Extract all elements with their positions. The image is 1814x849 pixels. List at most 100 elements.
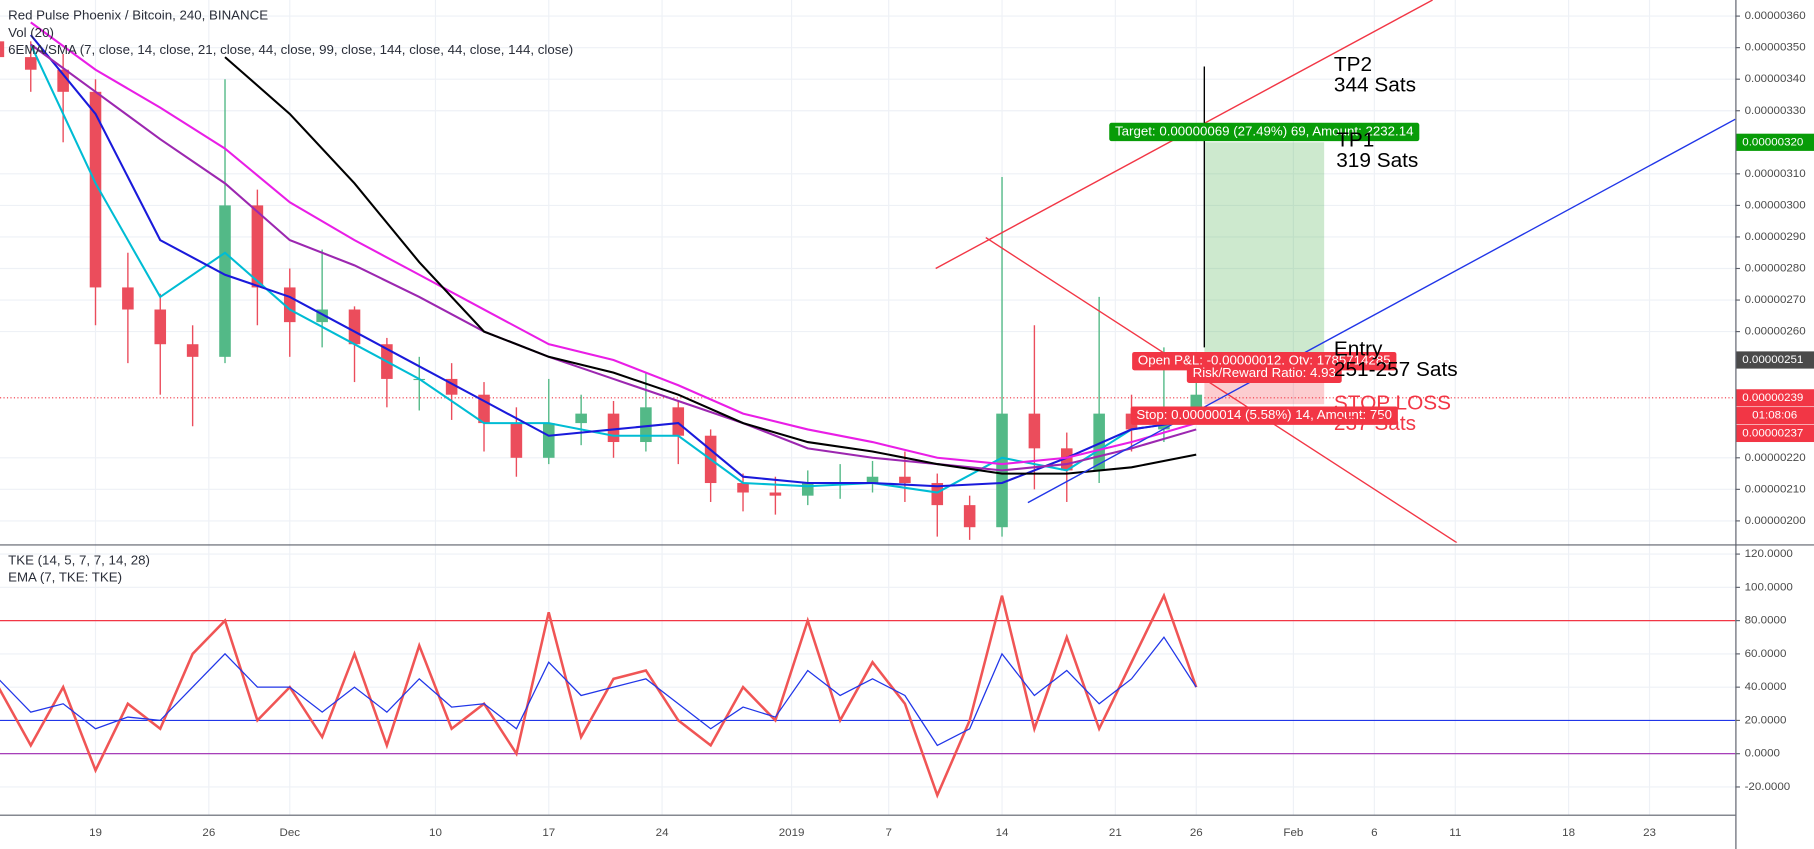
countdown-bg <box>1736 407 1814 425</box>
y-tick-label: 0.00000360 <box>1745 10 1806 22</box>
candle-body <box>348 309 361 345</box>
candle-body <box>510 423 523 458</box>
y-tick-label: 60.0000 <box>1745 648 1787 660</box>
y-tick-label: 0.00000340 <box>1745 73 1806 85</box>
moving-average-line <box>29 34 1197 488</box>
annotation: 344 Sats <box>1334 74 1416 97</box>
x-tick-label: Dec <box>279 827 300 839</box>
y-tick-label: 0.00000290 <box>1745 231 1806 243</box>
x-tick-label: 18 <box>1562 827 1575 839</box>
annotation: TP1 <box>1336 129 1374 152</box>
candle-body <box>963 505 976 528</box>
y-tick-label: 0.00000200 <box>1745 515 1806 527</box>
candle-body <box>607 413 620 443</box>
y-tick-label: 0.00000300 <box>1745 199 1806 211</box>
target-label-bg <box>1109 122 1420 142</box>
candle-body <box>672 407 685 436</box>
x-tick-label: 24 <box>656 827 669 839</box>
candle-body <box>866 476 879 484</box>
candle-body <box>801 483 814 496</box>
annotation: Entry <box>1334 337 1383 360</box>
volume-legend: Vol (20) <box>8 25 54 40</box>
moving-average-line <box>30 43 1197 472</box>
annotation: TP2 <box>1334 53 1372 76</box>
y-tick-label: 0.00000220 <box>1745 452 1806 464</box>
price-label-bg <box>1736 424 1814 443</box>
x-tick-label: 14 <box>996 827 1009 839</box>
target-zone <box>1204 142 1325 360</box>
x-tick-label: 19 <box>89 827 102 839</box>
candle-body <box>122 287 134 310</box>
candle-body <box>478 394 490 424</box>
y-tick-label: 0.00000310 <box>1745 168 1806 180</box>
y-tick-label: 0.00000280 <box>1745 263 1806 275</box>
annotation: STOP LOSS <box>1334 391 1451 414</box>
pnl-label: Open P&L: -0.00000012, Qty: 1785714285 <box>1138 353 1391 368</box>
candle-body <box>445 378 458 395</box>
tke-title: TKE (14, 5, 7, 7, 14, 28) <box>8 553 150 568</box>
stop-label: Stop: 0.00000014 (5.58%) 14, Amount: 750 <box>1136 407 1392 422</box>
trend-line <box>985 237 1458 543</box>
axes: 19 26 Dec 10 17 24 2019 7 14 21 26 Feb 6 11 18 23 0.0000… <box>89 10 1814 839</box>
candle-body <box>316 309 328 323</box>
y-tick-label: 80.0000 <box>1745 615 1787 627</box>
candle-body <box>1093 413 1105 471</box>
symbol-title: Red Pulse Phoenix / Bitcoin, 240, BINANC… <box>8 8 268 23</box>
x-tick-label: 7 <box>885 827 891 839</box>
candle-body <box>57 69 69 92</box>
price-label: 0.00000251 <box>1742 354 1803 366</box>
x-tick-label: 11 <box>1449 827 1461 839</box>
candle-body <box>283 287 296 323</box>
candle-body <box>89 91 102 288</box>
x-tick-label: 26 <box>1190 827 1203 839</box>
y-tick-label: 0.00000210 <box>1745 483 1806 495</box>
y-tick-label: 40.0000 <box>1745 681 1787 693</box>
candle-body <box>154 309 167 345</box>
tke-subtitle: EMA (7, TKE: TKE) <box>8 570 122 585</box>
ma-legend: 6EMA/SMA (7, close, 14, close, 21, close… <box>8 42 573 57</box>
target-label: Target: 0.00000069 (27.49%) 69, Amount: … <box>1115 124 1414 139</box>
annotation: 237 Sats <box>1334 412 1416 435</box>
candle-body <box>186 344 199 357</box>
candle-body <box>1190 394 1203 408</box>
x-tick-label: 26 <box>202 827 215 839</box>
tke-pane <box>0 592 1736 799</box>
candle-body <box>251 205 264 288</box>
candle-body <box>24 57 37 70</box>
candle-body <box>219 205 231 357</box>
annotation: 251-257 Sats <box>1334 358 1458 381</box>
oscillator-line <box>0 592 1198 799</box>
y-tick-label: 100.0000 <box>1745 581 1793 593</box>
candle-body <box>737 483 749 493</box>
x-tick-label: 2019 <box>779 827 805 839</box>
countdown: 01:08:06 <box>1752 410 1797 422</box>
annotation: 319 Sats <box>1336 149 1418 172</box>
price-label: 0.00000320 <box>1742 136 1803 148</box>
x-tick-label: 10 <box>429 827 442 839</box>
risk-reward-label-bg <box>1186 364 1342 383</box>
candle-body <box>1060 448 1073 471</box>
oscillator-line <box>0 636 1197 747</box>
candle-body <box>542 423 555 458</box>
price-label-bg <box>1736 351 1814 369</box>
trend-line <box>1027 118 1736 504</box>
y-tick-label: -20.0000 <box>1745 781 1791 793</box>
x-tick-label: 6 <box>1371 827 1377 839</box>
x-tick-label: Feb <box>1283 827 1303 839</box>
y-tick-label: 20.0000 <box>1745 715 1787 727</box>
x-tick-label: 23 <box>1643 827 1656 839</box>
price-label-bg <box>1736 389 1814 407</box>
risk-reward-label: Risk/Reward Ratio: 4.93 <box>1193 365 1336 380</box>
price-label: 0.00000237 <box>1742 427 1803 439</box>
moving-average-line <box>30 21 1197 466</box>
candle-body <box>769 492 782 496</box>
y-tick-label: 0.0000 <box>1745 748 1780 760</box>
candle-body <box>575 413 587 424</box>
x-tick-label: 21 <box>1109 827 1122 839</box>
candle-body <box>1028 413 1041 449</box>
y-tick-label: 0.00000270 <box>1745 294 1806 306</box>
price-pane: Target: 0.00000069 (27.49%) 69, Amount: … <box>0 0 1736 543</box>
